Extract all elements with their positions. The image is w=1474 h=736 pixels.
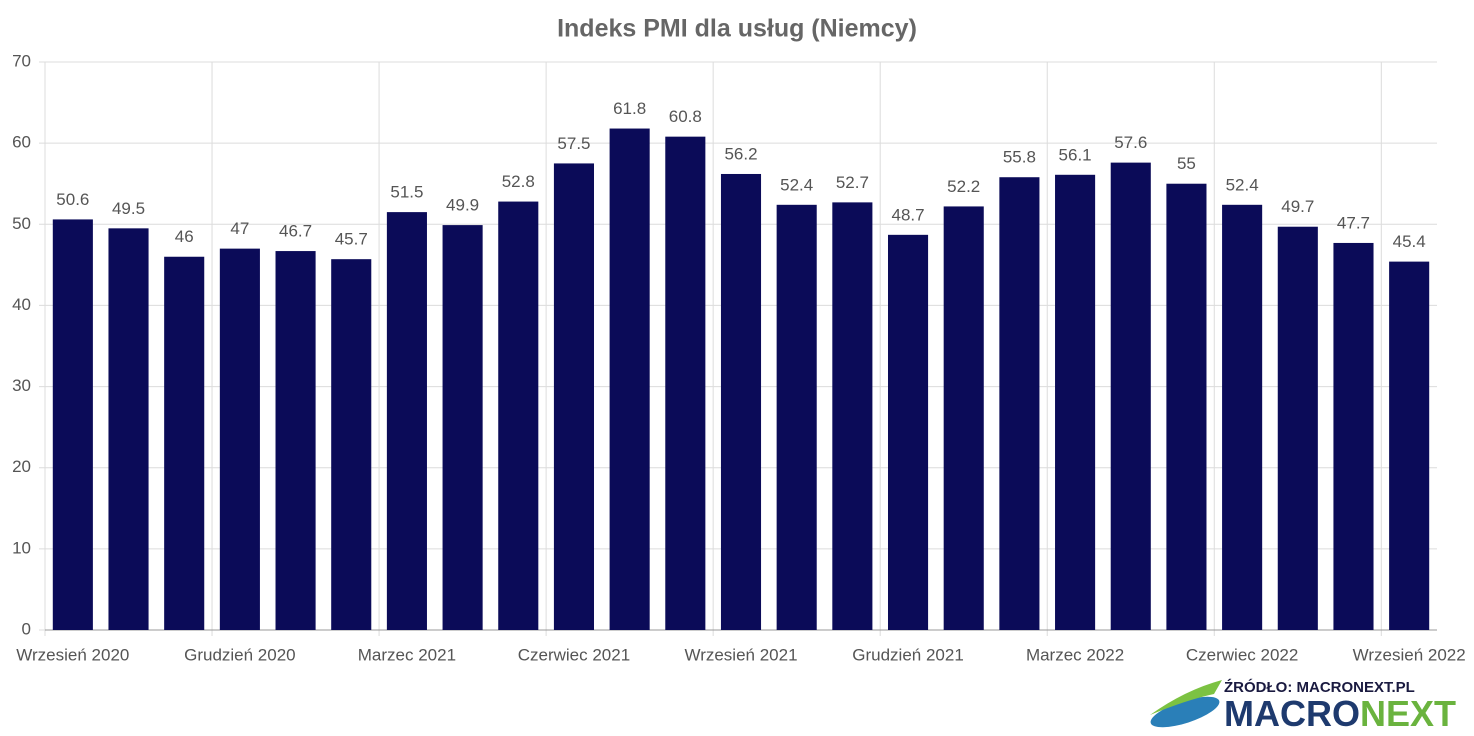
value-label: 56.1 (1059, 145, 1092, 164)
value-label: 55.8 (1003, 148, 1036, 167)
value-label: 55 (1177, 154, 1196, 173)
logo-icon (1150, 696, 1220, 728)
value-label: 46 (175, 227, 194, 246)
value-label: 51.5 (390, 183, 423, 202)
bar (1333, 242, 1374, 630)
y-tick-label: 40 (12, 295, 31, 314)
value-label: 56.2 (724, 144, 757, 163)
x-tick-label: Marzec 2022 (1026, 645, 1124, 664)
y-tick-label: 70 (12, 51, 31, 70)
bar (665, 136, 706, 630)
x-tick-label: Grudzień 2020 (184, 645, 296, 664)
bar (442, 225, 483, 630)
value-label: 52.8 (502, 172, 535, 191)
bar (275, 251, 316, 630)
x-tick-label: Czerwiec 2022 (1186, 645, 1298, 664)
logo-part: macro (1224, 693, 1360, 734)
bar (999, 177, 1040, 631)
x-tick-label: Grudzień 2021 (852, 645, 964, 664)
bar (1166, 183, 1207, 630)
y-tick-label: 60 (12, 133, 31, 152)
x-tick-label: Czerwiec 2021 (518, 645, 630, 664)
y-tick-label: 20 (12, 457, 31, 476)
bar (943, 206, 984, 631)
bar (832, 202, 873, 630)
y-tick-label: 0 (22, 619, 31, 638)
bar (1277, 226, 1318, 630)
bar (1389, 261, 1430, 630)
value-label: 45.4 (1393, 232, 1426, 251)
x-tick-label: Wrzesień 2020 (16, 645, 129, 664)
logo-text: macroNEXT (1224, 693, 1456, 734)
bar (1222, 204, 1263, 630)
x-tick-label: Wrzesień 2021 (684, 645, 797, 664)
logo: ŹRÓDŁO: MACRONEXT.PL macroNEXT (1150, 678, 1456, 734)
value-label: 57.6 (1114, 133, 1147, 152)
value-label: 48.7 (891, 205, 924, 224)
x-tick-label: Marzec 2021 (358, 645, 456, 664)
value-label: 49.5 (112, 199, 145, 218)
value-label: 61.8 (613, 99, 646, 118)
value-label: 50.6 (56, 190, 89, 209)
value-label: 46.7 (279, 222, 312, 241)
value-label: 45.7 (335, 230, 368, 249)
bar (553, 163, 595, 630)
value-label: 52.7 (836, 173, 869, 192)
bar (1055, 174, 1096, 630)
value-label: 49.7 (1281, 197, 1314, 216)
bar (219, 248, 260, 630)
bar (52, 219, 93, 630)
bar (331, 259, 372, 630)
value-label: 47 (230, 219, 249, 238)
logo-part: NEXT (1360, 693, 1456, 734)
value-label: 52.2 (947, 177, 980, 196)
bar (776, 204, 817, 630)
y-tick-label: 10 (12, 538, 31, 557)
x-tick-label: Wrzesień 2022 (1353, 645, 1466, 664)
y-tick-label: 30 (12, 376, 31, 395)
value-label: 49.9 (446, 196, 479, 215)
bar (609, 128, 650, 630)
logo-icon (1150, 680, 1222, 715)
value-label: 60.8 (669, 107, 702, 126)
value-label: 52.4 (1226, 175, 1259, 194)
bar (386, 212, 427, 630)
value-label: 47.7 (1337, 213, 1370, 232)
bar (720, 173, 762, 630)
value-label: 57.5 (557, 134, 590, 153)
bar (887, 234, 929, 630)
bar (164, 256, 205, 630)
value-label: 52.4 (780, 175, 813, 194)
bar (108, 228, 149, 631)
bar (1110, 162, 1151, 631)
bar (498, 201, 539, 630)
chart-title: Indeks PMI dla usług (Niemcy) (557, 15, 917, 43)
source: ŹRÓDŁO: MACRONEXT.PL (1224, 678, 1415, 696)
y-tick-label: 50 (12, 214, 31, 233)
